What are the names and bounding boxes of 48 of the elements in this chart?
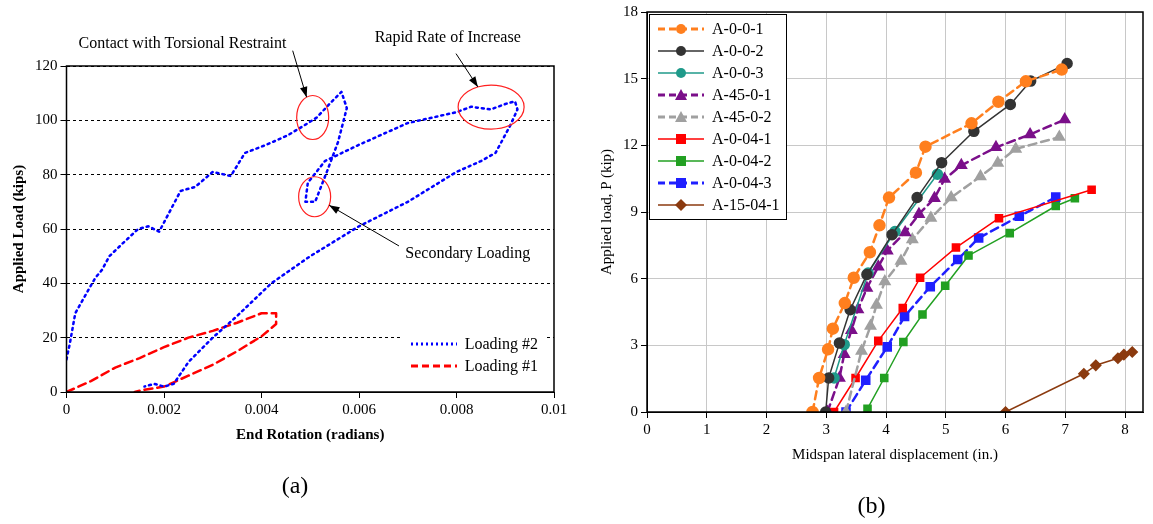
y-tick-label: 6 <box>630 269 639 286</box>
y-tick-label: 100 <box>35 111 58 128</box>
legend-label: A-0-04-3 <box>712 174 772 192</box>
x-tick-label: 0.004 <box>244 400 279 417</box>
legend-label: A-0-04-2 <box>712 152 772 170</box>
y-tick-label: 60 <box>42 219 58 236</box>
x-tick-label: 0.006 <box>342 400 377 417</box>
legend-label: A-0-0-3 <box>712 64 764 82</box>
y-tick-label: 3 <box>630 336 638 353</box>
x-tick-label: 7 <box>1061 420 1070 437</box>
y-tick-label: 18 <box>623 2 638 19</box>
y-tick-label: 80 <box>42 165 58 182</box>
legend-label: A-45-0-2 <box>712 108 772 126</box>
x-axis-title: Midspan lateral displacement (in.) <box>792 445 998 463</box>
legend-label: Loading #1 <box>464 357 538 375</box>
y-tick-label: 12 <box>623 136 638 153</box>
x-tick-label: 2 <box>762 420 771 437</box>
x-tick-label: 3 <box>822 420 831 437</box>
y-tick-label: 40 <box>42 274 58 291</box>
text: Rapid Rate of Increase <box>374 28 521 47</box>
y-tick-label: 15 <box>623 69 638 86</box>
y-axis-title: Applied Load (kips) <box>9 164 27 294</box>
legend-label: A-0-0-2 <box>712 42 764 60</box>
x-tick-label: 0 <box>643 420 651 437</box>
legend-label: Loading #2 <box>464 335 538 353</box>
x-tick-label: 8 <box>1121 420 1129 437</box>
y-tick-label: 20 <box>42 328 58 345</box>
y-tick-label: 0 <box>50 382 58 399</box>
x-tick-label: 4 <box>882 420 891 437</box>
x-tick-label: 1 <box>703 420 711 437</box>
y-axis-title: Applied load, P (kip) <box>597 148 615 276</box>
x-tick-label: 0.008 <box>439 400 474 417</box>
text: (a) <box>280 472 310 499</box>
legend-label: A-15-04-1 <box>712 196 780 214</box>
text: Contact with Torsional Restraint <box>78 33 288 51</box>
x-tick-label: 0.01 <box>540 400 568 417</box>
x-tick-label: 5 <box>942 420 950 437</box>
x-axis-title: End Rotation (radians) <box>236 425 385 443</box>
y-tick-label: 120 <box>35 56 58 73</box>
legend-label: A-0-0-1 <box>712 20 764 38</box>
annotation: Secondary Loading <box>405 244 531 263</box>
y-tick-label: 9 <box>630 202 638 219</box>
text: (b) <box>856 492 887 519</box>
legend-label: A-45-0-1 <box>712 86 772 104</box>
x-tick-label: 6 <box>1001 420 1010 437</box>
legend-label: A-0-04-1 <box>712 130 772 148</box>
x-tick-label: 0.002 <box>147 400 181 417</box>
x-tick-label: 0 <box>62 400 71 417</box>
